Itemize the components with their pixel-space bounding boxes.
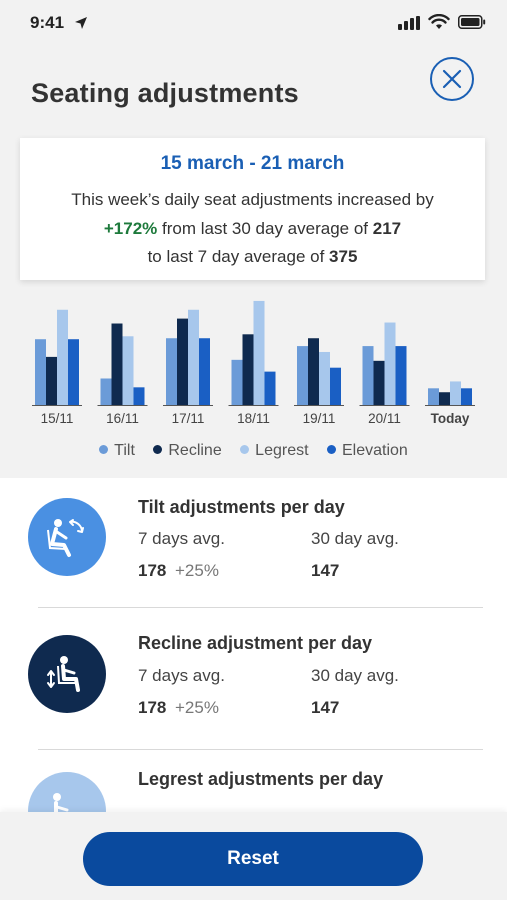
summary-line: to last 7 day average of 375 <box>20 247 485 267</box>
card-title: Recline adjustment per day <box>138 633 373 653</box>
reset-button[interactable]: Reset <box>83 832 423 886</box>
tilt-card[interactable]: Tilt adjustments per day 7 days avg. 30 … <box>0 478 507 618</box>
legend-label: Tilt <box>114 442 135 459</box>
footer-bar: Reset <box>0 812 507 900</box>
weekly-summary-card: 15 march - 21 march This week’s daily se… <box>20 138 485 280</box>
bar-recline-15-11 <box>46 356 57 405</box>
bar-recline-today <box>439 392 450 405</box>
bar-legrest-today <box>450 381 461 405</box>
close-button[interactable] <box>430 57 474 101</box>
change-percent: +172% <box>103 219 158 238</box>
card-title: Legrest adjustments per day <box>138 769 384 789</box>
legend-dot <box>99 445 109 454</box>
bar-legrest-18-11 <box>253 300 265 405</box>
divider <box>38 607 483 608</box>
bar-legrest-16-11 <box>122 336 134 405</box>
legend-dot <box>327 445 336 454</box>
legend-label: Legrest <box>255 442 309 459</box>
bar-legrest-17-11 <box>188 309 199 405</box>
value-30-days: 147 <box>311 698 340 717</box>
date-range: 15 march - 21 march <box>160 153 345 174</box>
change-7-days: +25% <box>175 561 219 580</box>
bar-legrest-15-11 <box>57 309 68 405</box>
bar-tilt-15-11 <box>35 339 46 405</box>
bar-legrest-20-11 <box>384 322 396 405</box>
avg-30-value: 217 <box>372 219 402 238</box>
bar-recline-17-11 <box>177 318 188 405</box>
bar-elevation-18-11 <box>264 371 276 405</box>
legend-item-elevation: Elevation <box>327 442 408 460</box>
value-7-days: 178 <box>138 561 167 580</box>
summary-line: This week’s daily seat adjustments incre… <box>71 190 434 209</box>
divider <box>38 749 483 750</box>
bar-tilt-18-11 <box>231 359 243 405</box>
label-30-days: 30 day avg. <box>311 666 399 685</box>
bar-recline-18-11 <box>242 334 254 405</box>
label-7-days: 7 days avg. <box>138 529 225 548</box>
summary-line: +172% from last 30 day average of 217 <box>20 219 485 239</box>
legend-item-recline: Recline <box>153 442 222 460</box>
daily-adjustments-bar-chart: 15/11 16/11 17/11 18/11 19/11 20/11 Today <box>32 300 475 426</box>
avg-7-value: 375 <box>329 247 358 266</box>
legend-label: Elevation <box>342 442 408 459</box>
x-tick-label: 20/11 <box>368 411 401 426</box>
bar-elevation-17-11 <box>199 338 210 405</box>
bar-recline-16-11 <box>111 323 123 405</box>
bar-tilt-19-11 <box>297 346 308 405</box>
value-30-days: 147 <box>311 561 340 580</box>
adjustment-list[interactable]: Tilt adjustments per day 7 days avg. 30 … <box>0 478 507 822</box>
recline-seat-icon <box>28 635 106 713</box>
bar-elevation-15-11 <box>68 339 79 405</box>
label-30-days: 30 day avg. <box>311 529 399 548</box>
x-tick-label: 16/11 <box>106 411 139 426</box>
legend-item-tilt: Tilt <box>99 442 135 460</box>
bar-tilt-17-11 <box>166 338 177 405</box>
cellular-signal-icon <box>398 16 420 30</box>
legend-label: Recline <box>168 442 222 459</box>
bar-elevation-20-11 <box>395 346 407 405</box>
bar-recline-20-11 <box>373 360 385 405</box>
bar-elevation-today <box>461 388 472 405</box>
tilt-seat-icon <box>47 519 84 557</box>
bar-legrest-19-11 <box>319 351 330 405</box>
close-icon <box>442 69 462 89</box>
x-tick-label: 19/11 <box>303 411 336 426</box>
page-title: Seating adjustments <box>31 78 299 108</box>
status-bar: 9:41 <box>0 0 507 48</box>
x-tick-label: Today <box>431 411 470 426</box>
tilt-seat-icon <box>28 498 106 576</box>
recline-seat-icon <box>47 656 80 692</box>
x-tick-label: 18/11 <box>237 411 270 426</box>
status-time: 9:41 <box>30 13 65 32</box>
x-tick-label: 15/11 <box>41 411 74 426</box>
value-7-days: 178 <box>138 698 167 717</box>
x-tick-label: 17/11 <box>172 411 205 426</box>
summary-text: to last 7 day average of <box>147 247 330 266</box>
legend-dot <box>240 445 250 454</box>
change-7-days: +25% <box>175 698 219 717</box>
legend-item-legrest: Legrest <box>240 442 309 460</box>
card-title: Tilt adjustments per day <box>138 497 345 517</box>
bar-tilt-today <box>428 388 439 405</box>
chart-legend: Tilt Recline Legrest Elevation <box>0 442 507 460</box>
bar-tilt-20-11 <box>362 346 374 405</box>
bar-recline-19-11 <box>308 338 319 405</box>
bar-elevation-19-11 <box>330 367 341 405</box>
bar-elevation-16-11 <box>133 387 145 405</box>
legend-dot <box>153 445 163 454</box>
summary-text: from last 30 day average of <box>157 219 373 238</box>
wifi-icon <box>428 14 450 29</box>
recline-card[interactable]: Recline adjustment per day 7 days avg. 3… <box>0 615 507 755</box>
label-7-days: 7 days avg. <box>138 666 225 685</box>
battery-icon <box>458 15 486 29</box>
location-arrow-icon <box>75 17 87 29</box>
bar-tilt-16-11 <box>100 378 112 405</box>
